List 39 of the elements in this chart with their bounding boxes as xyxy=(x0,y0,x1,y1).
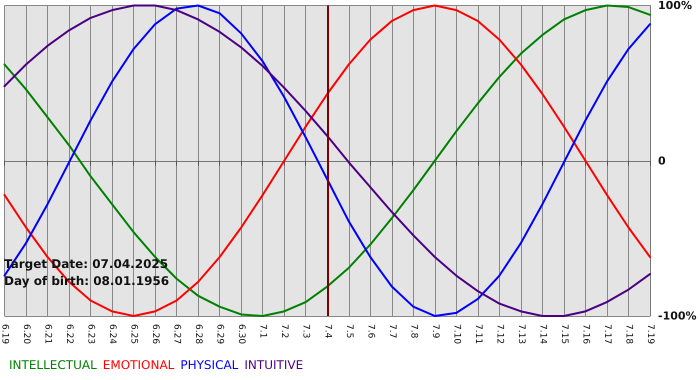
x-tick-label: 7.15 xyxy=(558,324,569,344)
x-tick-label: 7.4 xyxy=(322,324,332,339)
x-tick-label: 6.19 xyxy=(0,324,10,344)
x-tick-label: 6.27 xyxy=(172,324,182,344)
x-tick-label: 6.26 xyxy=(150,324,160,344)
text: INTELLECTUAL xyxy=(9,358,98,372)
x-tick-label: 7.18 xyxy=(623,324,634,344)
x-tick-label: 6.23 xyxy=(86,324,96,344)
x-tick-label: 6.22 xyxy=(64,324,74,344)
y-tick-label: 100% xyxy=(658,0,692,12)
x-tick-label: 7.10 xyxy=(451,324,462,344)
x-tick-label: 7.16 xyxy=(580,324,590,344)
x-tick-label: 7.14 xyxy=(537,324,548,344)
x-tick-label: 7.6 xyxy=(365,324,376,339)
text: EMOTIONAL xyxy=(102,358,175,372)
x-tick-label: 6.24 xyxy=(107,324,118,344)
x-tick-label: 6.30 xyxy=(236,324,246,344)
y-tick-label: -100% xyxy=(658,310,697,322)
x-tick-label: 7.7 xyxy=(386,324,397,338)
x-tick-label: 7.12 xyxy=(494,324,504,344)
text: INTUITIVE xyxy=(244,358,304,372)
x-tick-label: 7.13 xyxy=(516,324,526,344)
line-series xyxy=(4,4,651,317)
x-tick-label: 7.2 xyxy=(279,324,290,338)
x-tick-label: 6.25 xyxy=(128,324,139,344)
x-tick-label: 7.1 xyxy=(258,324,268,338)
x-tick-label: 6.21 xyxy=(42,324,53,344)
x-tick-label: 6.28 xyxy=(193,324,204,344)
x-tick-label: 7.3 xyxy=(300,324,311,338)
x-tick-label: 7.11 xyxy=(472,324,483,344)
x-tick-label: 7.8 xyxy=(408,324,418,339)
x-tick-label: 7.17 xyxy=(602,324,612,344)
x-tick-label: 7.5 xyxy=(344,324,354,338)
x-tick-label: 6.29 xyxy=(214,324,225,344)
x-tick-label: 6.20 xyxy=(21,324,32,344)
x-tick-label: 7.9 xyxy=(430,324,440,339)
x-tick-label: 7.19 xyxy=(645,324,655,344)
text: PHYSICAL xyxy=(180,358,239,372)
y-tick-label: 0 xyxy=(658,154,666,168)
